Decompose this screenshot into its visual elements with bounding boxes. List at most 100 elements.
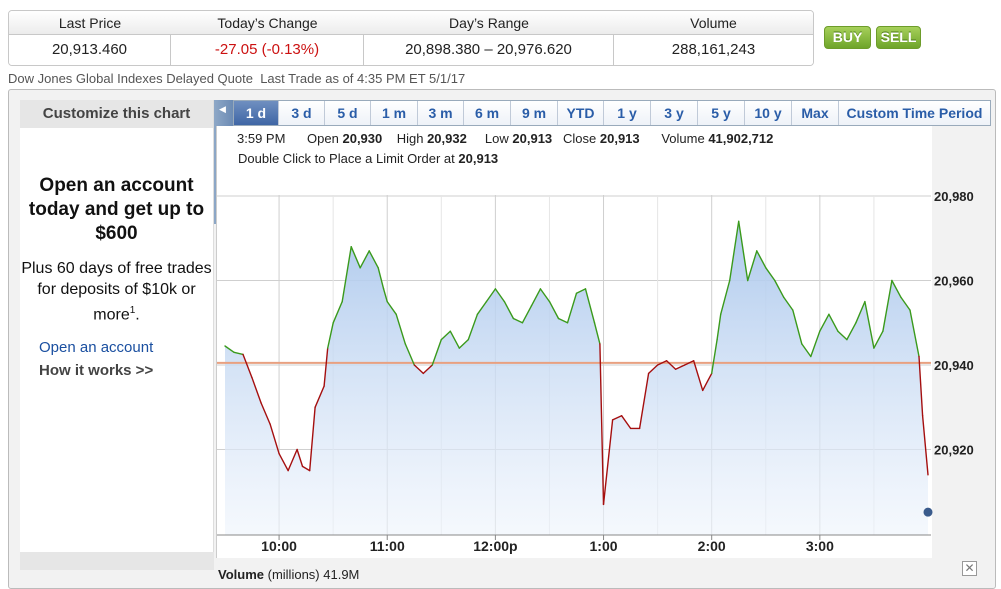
promo-footnote-mark: 1 (129, 305, 136, 316)
price-segment (476, 300, 488, 315)
delayed-quote-text: Dow Jones Global Indexes Delayed Quote L… (8, 71, 466, 86)
tab-3m[interactable]: 3 m (418, 101, 464, 125)
price-segment (828, 313, 839, 332)
price-segment (503, 300, 515, 320)
price-line (224, 220, 929, 506)
price-segment (287, 448, 298, 472)
info-open-value: 20,930 (342, 131, 383, 146)
price-segment (350, 245, 361, 269)
tab-3y[interactable]: 3 y (651, 101, 698, 125)
volume-footer: Volume (millions) 41.9M (218, 567, 359, 582)
price-segment (242, 353, 253, 379)
price-segment (611, 415, 623, 421)
last-price-marker (923, 507, 933, 517)
price-segment (309, 406, 316, 472)
price-segment (458, 338, 469, 349)
how-it-works-link[interactable]: How it works >> (39, 362, 154, 380)
price-segment (224, 345, 235, 353)
price-segment (278, 453, 289, 472)
tab-custom-time-period[interactable]: Custom Time Period (839, 101, 990, 125)
price-segment (747, 250, 758, 282)
price-segment (301, 465, 311, 472)
period-tabs: 1 d 3 d 5 d 1 m 3 m 6 m 9 m YTD 1 y 3 y … (233, 100, 991, 126)
price-segment (494, 288, 506, 303)
price-segment (404, 343, 415, 366)
tab-1d[interactable]: 1 d (234, 101, 279, 125)
x-tick-label: 11:00 (370, 538, 405, 554)
price-segment (819, 313, 830, 332)
days-range-header: Day’s Range (449, 15, 529, 31)
price-segment (359, 250, 370, 269)
tab-5d[interactable]: 5 d (325, 101, 371, 125)
y-tick-label: 20,940 (934, 358, 974, 373)
tab-5y[interactable]: 5 y (698, 101, 745, 125)
price-segment (233, 351, 244, 356)
limit-order-hint: Double Click to Place a Limit Order at 2… (238, 151, 498, 166)
price-segment (674, 364, 686, 370)
price-segment (693, 360, 704, 392)
price-segment (395, 313, 406, 345)
price-segment (702, 372, 713, 392)
quote-value-row: 20,913.460 -27.05 (-0.13%) 20,898.380 – … (9, 35, 813, 65)
price-segment (837, 330, 848, 341)
price-segment (765, 267, 776, 282)
promo-period: . (135, 306, 140, 324)
price-segment (593, 322, 601, 345)
tab-1y[interactable]: 1 y (604, 101, 651, 125)
volume-footer-value: 41.9M (323, 567, 360, 582)
buy-button[interactable]: BUY (824, 26, 871, 49)
days-range-value: 20,898.380 – 20,976.620 (364, 35, 614, 65)
price-segment (909, 309, 920, 358)
price-segment (846, 322, 857, 341)
quote-header-row: Last Price Today’s Change Day’s Range Vo… (9, 11, 813, 35)
info-high-value: 20,932 (427, 131, 467, 146)
price-segment (756, 250, 767, 269)
price-segment (386, 300, 397, 315)
price-segment (557, 317, 569, 324)
price-segment (720, 279, 731, 315)
price-segment (440, 330, 451, 341)
tab-ytd[interactable]: YTD (558, 101, 604, 125)
price-segment (296, 448, 304, 468)
info-volume-value: 41,902,712 (708, 131, 774, 146)
last-price-header: Last Price (58, 15, 122, 31)
price-segment (521, 305, 533, 324)
info-low-value: 20,913 (512, 131, 553, 146)
price-segment (810, 330, 821, 358)
price-segment (548, 300, 560, 320)
price-segment (711, 338, 718, 375)
info-close-label: Close (563, 131, 597, 146)
sell-button[interactable]: SELL (876, 26, 921, 49)
price-segment (684, 360, 695, 366)
x-tick-label: 2:00 (698, 538, 726, 554)
tab-max[interactable]: Max (792, 101, 839, 125)
price-segment (584, 288, 596, 324)
price-segment (449, 330, 460, 349)
info-time: 3:59 PM (237, 131, 286, 146)
tab-1m[interactable]: 1 m (371, 101, 418, 125)
x-axis-labels: 10:00 11:00 12:00p 1:00 2:00 3:00 (261, 535, 834, 554)
open-account-link[interactable]: Open an account (39, 339, 154, 357)
price-segment (530, 288, 542, 307)
chart-info-line: 3:59 PM Open 20,930 High 20,932 Low 20,9… (237, 131, 773, 146)
price-segment (382, 288, 388, 303)
tab-3d[interactable]: 3 d (279, 101, 325, 125)
tab-10y[interactable]: 10 y (745, 101, 792, 125)
tab-9m[interactable]: 9 m (511, 101, 558, 125)
sidebar-footer (20, 552, 214, 570)
price-segment (738, 220, 749, 282)
x-tick-label: 3:00 (806, 538, 834, 554)
customize-sidebar: Customize this chart Open an account tod… (20, 100, 214, 552)
customize-chart-header[interactable]: Customize this chart (20, 100, 213, 128)
todays-change-header: Today’s Change (217, 15, 318, 31)
close-icon[interactable]: ✕ (962, 561, 977, 576)
price-segment (647, 364, 659, 375)
price-segment (327, 322, 334, 349)
todays-change-value: -27.05 (-0.13%) (171, 35, 364, 65)
price-segment (575, 288, 587, 294)
volume-footer-unit: (millions) (267, 567, 320, 582)
price-segment (422, 364, 433, 375)
tab-6m[interactable]: 6 m (464, 101, 511, 125)
price-segment (900, 296, 911, 311)
